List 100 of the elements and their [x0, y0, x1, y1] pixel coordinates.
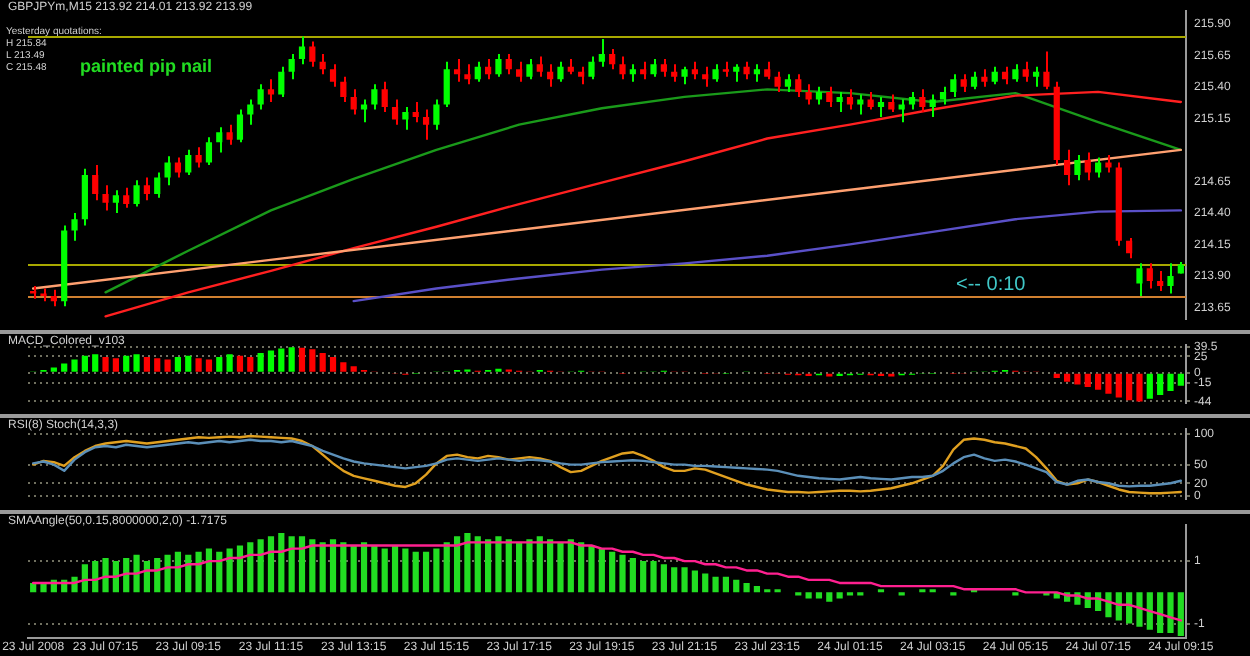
- bar: [495, 536, 502, 593]
- bar: [371, 545, 378, 593]
- bar: [257, 353, 264, 372]
- bar: [226, 354, 233, 372]
- bar: [671, 567, 678, 593]
- bar: [557, 542, 564, 593]
- bar: [236, 545, 244, 593]
- candlestick: [1105, 153, 1112, 174]
- bar: [205, 359, 213, 372]
- bar: [753, 586, 761, 593]
- bar: [154, 358, 161, 372]
- bar: [340, 362, 347, 372]
- bar: [112, 358, 119, 372]
- bar: [464, 533, 471, 593]
- bar: [329, 356, 337, 372]
- bar: [247, 542, 254, 593]
- bar: [733, 579, 740, 593]
- bar: [629, 557, 636, 593]
- bar: [350, 545, 357, 593]
- bar: [443, 542, 450, 593]
- bar: [309, 349, 316, 372]
- bar: [185, 554, 192, 593]
- bar: [391, 545, 399, 593]
- bar: [247, 356, 254, 372]
- bar: [1105, 373, 1112, 394]
- bar: [1146, 592, 1153, 630]
- bar: [236, 355, 244, 372]
- bar: [288, 347, 295, 372]
- bar: [185, 355, 192, 372]
- bar: [309, 539, 316, 593]
- bar: [1167, 373, 1174, 392]
- bar: [474, 536, 481, 593]
- bar: [195, 551, 202, 593]
- bar: [433, 548, 440, 593]
- bar: [815, 592, 823, 599]
- bar: [102, 356, 109, 372]
- bar: [195, 358, 202, 372]
- bar: [650, 561, 657, 593]
- bar: [660, 564, 667, 593]
- bar: [205, 548, 213, 593]
- bar: [1136, 592, 1143, 627]
- bar: [1074, 373, 1081, 385]
- bar: [92, 354, 99, 372]
- bar: [164, 554, 171, 593]
- bar: [743, 582, 750, 593]
- bar: [619, 554, 626, 593]
- bar: [278, 533, 285, 593]
- bar: [640, 561, 647, 593]
- bar: [836, 592, 843, 599]
- bar: [226, 548, 233, 593]
- bar: [1146, 373, 1153, 399]
- bar: [1167, 592, 1174, 633]
- bar: [61, 363, 68, 372]
- bar: [267, 350, 275, 372]
- bar: [1095, 373, 1102, 390]
- bar: [1126, 373, 1133, 401]
- bar: [329, 539, 337, 593]
- bar: [257, 539, 264, 593]
- bar: [216, 551, 223, 593]
- bar: [350, 366, 357, 372]
- bar: [547, 539, 554, 593]
- bar: [712, 576, 719, 593]
- bar: [102, 557, 109, 593]
- bar: [1126, 592, 1133, 624]
- bar: [40, 582, 47, 593]
- bar: [681, 567, 688, 593]
- bar: [422, 551, 430, 593]
- bar: [702, 573, 709, 593]
- bar: [526, 539, 533, 593]
- bar: [453, 536, 461, 593]
- bar: [536, 536, 543, 593]
- bar: [340, 542, 347, 593]
- bar: [691, 570, 698, 593]
- bar: [71, 359, 78, 372]
- bar: [609, 551, 616, 593]
- bar: [360, 542, 368, 593]
- bar: [722, 576, 729, 593]
- bar: [123, 355, 130, 372]
- bar: [1064, 373, 1071, 382]
- annotation: painted pip nail: [80, 56, 213, 76]
- bar: [133, 554, 140, 593]
- bar: [143, 356, 150, 372]
- bar: [578, 542, 585, 593]
- bar: [805, 592, 812, 599]
- bar: [278, 348, 285, 372]
- bar: [1084, 373, 1091, 388]
- bar: [1136, 373, 1143, 402]
- bar: [267, 536, 275, 593]
- bar: [412, 551, 419, 593]
- bar: [1177, 592, 1184, 637]
- bar: [133, 354, 140, 372]
- bar: [298, 536, 306, 593]
- bar: [216, 356, 223, 372]
- bar: [588, 545, 595, 593]
- bar: [598, 548, 605, 593]
- bar: [319, 542, 326, 593]
- bar: [298, 347, 306, 372]
- bar: [485, 539, 492, 593]
- bar: [402, 548, 409, 593]
- bar: [1157, 592, 1164, 633]
